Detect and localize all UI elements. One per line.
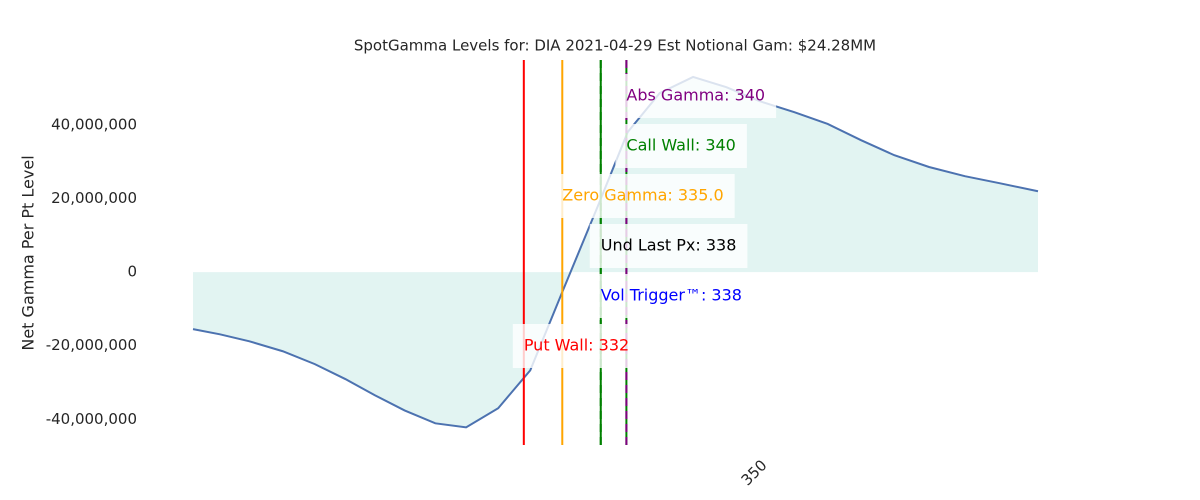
x-tick-label: 350	[738, 456, 771, 489]
level-label: Put Wall: 332	[524, 336, 629, 355]
y-axis-label: Net Gamma Per Pt Level	[19, 155, 38, 350]
label-box	[615, 74, 777, 118]
level-label-group: Call Wall: 340	[615, 124, 747, 168]
level-label-group: Zero Gamma: 335.0	[551, 174, 735, 218]
y-tick-label: 20,000,000	[51, 189, 137, 207]
y-tick-label: -20,000,000	[46, 336, 137, 354]
level-label-group: Abs Gamma: 340	[615, 74, 777, 118]
level-label: Call Wall: 340	[626, 136, 735, 155]
level-label-group: Vol Trigger™: 338	[589, 274, 753, 318]
level-label: Zero Gamma: 335.0	[562, 186, 723, 205]
level-label-group: Und Last Px: 338	[589, 224, 748, 268]
label-box	[589, 274, 753, 318]
label-box	[589, 224, 748, 268]
chart-title: SpotGamma Levels for: DIA 2021-04-29 Est…	[354, 37, 876, 55]
label-box	[512, 324, 641, 368]
label-box	[551, 174, 735, 218]
level-label: Abs Gamma: 340	[626, 86, 765, 105]
level-label: Und Last Px: 338	[601, 236, 737, 255]
label-box	[615, 124, 747, 168]
level-label-group: Put Wall: 332	[512, 324, 641, 368]
y-tick-label: 0	[127, 263, 137, 281]
level-label: Vol Trigger™: 338	[601, 286, 742, 305]
y-tick-label: -40,000,000	[46, 410, 137, 428]
y-tick-label: 40,000,000	[51, 116, 137, 134]
